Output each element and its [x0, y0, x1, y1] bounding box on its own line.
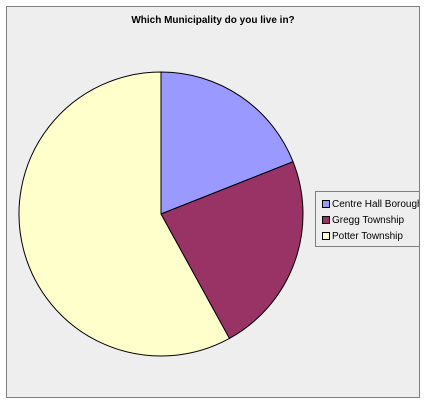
legend-item-potter-township: Potter Township	[322, 229, 403, 243]
legend-item-gregg-township: Gregg Township	[322, 213, 404, 227]
legend-label-potter-township: Potter Township	[332, 230, 403, 242]
pie-slice-centre-hall-borough	[160, 71, 294, 215]
pie-slice-potter-township	[18, 71, 231, 357]
legend-swatch-gregg-township	[322, 216, 330, 224]
legend-label-gregg-township: Gregg Township	[332, 214, 405, 226]
pie-slice-gregg-township	[160, 161, 304, 340]
legend-swatch-centre-hall-borough	[322, 200, 330, 208]
legend-label-centre-hall-borough: Centre Hall Borough	[332, 198, 420, 210]
pie-slices	[18, 71, 304, 357]
pie-chart	[18, 71, 304, 357]
chart-title: Which Municipality do you live in?	[131, 15, 295, 26]
legend-swatch-potter-township	[322, 232, 330, 240]
legend-item-centre-hall-borough: Centre Hall Borough	[322, 197, 420, 211]
chart-area: Which Municipality do you live in? Centr…	[6, 6, 420, 398]
legend: Centre Hall Borough Gregg Township Potte…	[315, 191, 420, 247]
